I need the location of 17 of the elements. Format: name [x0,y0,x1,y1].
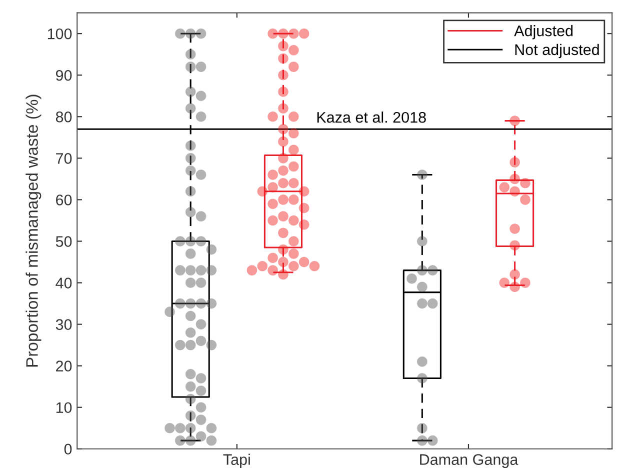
x-tick-label: Daman Ganga [420,454,518,468]
y-tick-label: 80 [56,112,72,122]
y-tick-label: 70 [56,153,72,164]
ref-line-label: Kaza et al. 2018 [317,112,426,123]
y-axis-title: Proportion of mismanaged waste (%) [26,94,42,367]
y-tick-label: 50 [56,236,72,247]
x-tick-label: Tapi [223,454,250,468]
y-tick-label: 0 [64,444,72,455]
legend-label: Not adjusted [515,44,599,58]
y-tick-label: 40 [56,278,72,288]
legend-label: Adjusted [514,25,573,40]
y-tick-label: 10 [56,402,72,414]
y-tick-label: 100 [48,28,72,40]
y-tick-label: 20 [56,360,72,372]
y-tick-label: 30 [56,319,72,330]
y-tick-label: 60 [56,194,72,206]
y-tick-label: 90 [56,70,72,81]
